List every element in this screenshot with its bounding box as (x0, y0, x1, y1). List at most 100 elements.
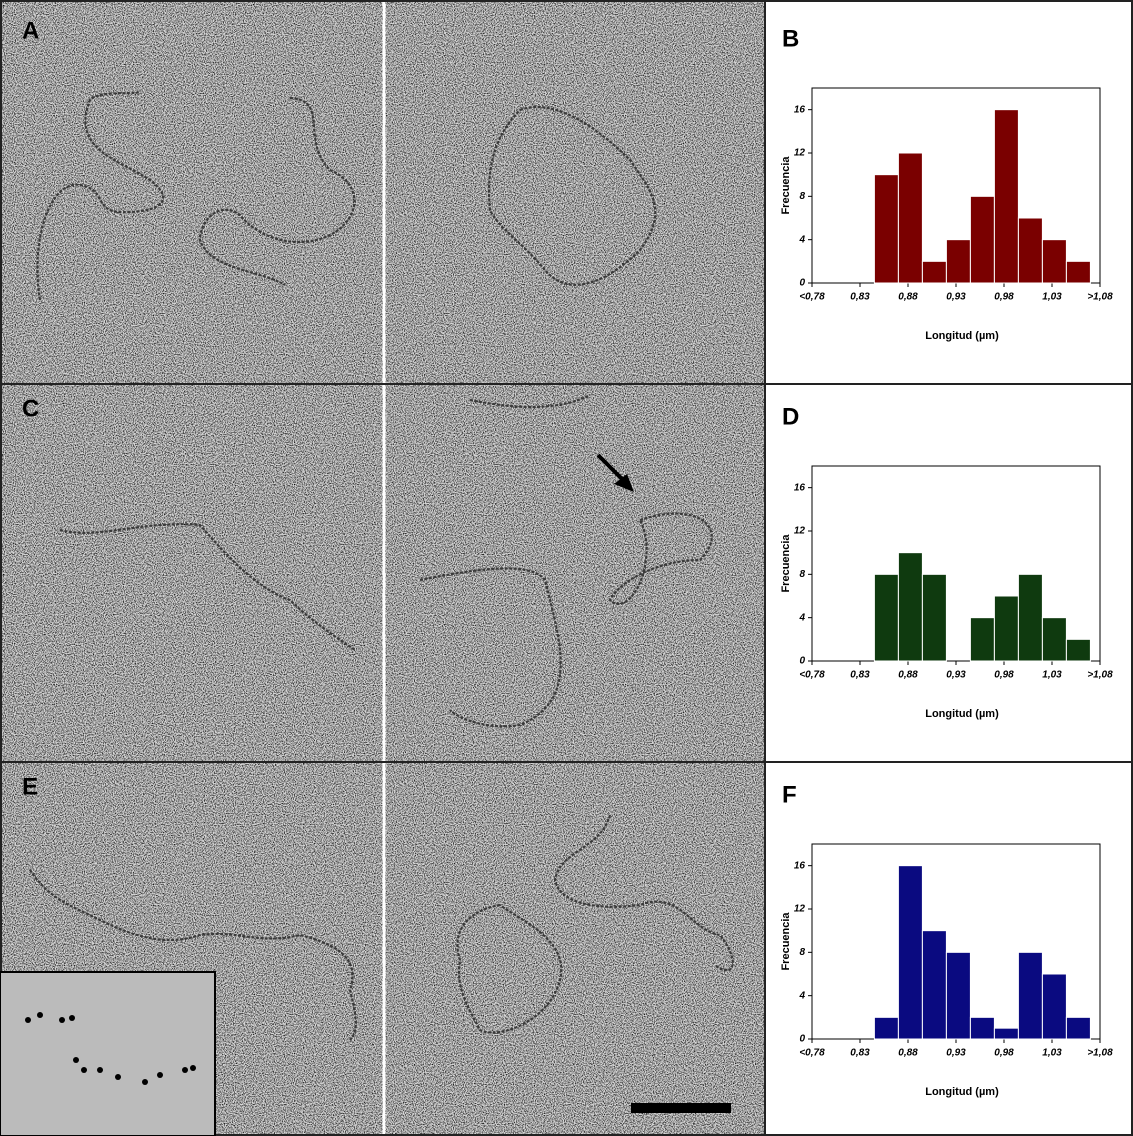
x-tick-label: 0,83 (850, 670, 870, 681)
particle (73, 1057, 79, 1063)
dna-strand (59, 523, 356, 651)
particle (25, 1017, 31, 1023)
x-tick-label: >1,08 (1087, 670, 1113, 681)
panel-label: E (22, 773, 38, 800)
bar (897, 152, 923, 284)
particle (157, 1072, 163, 1078)
x-tick-label: 0,83 (850, 292, 870, 303)
x-tick-label: >1,08 (1087, 292, 1113, 303)
x-tick-label: 0,88 (898, 1048, 918, 1059)
bar (969, 1016, 995, 1040)
particle (37, 1012, 43, 1018)
inset (0, 971, 216, 1136)
x-tick-label: 0,93 (946, 292, 966, 303)
y-tick-label: 8 (799, 947, 805, 958)
x-axis-label: Longitud (µm) (925, 708, 999, 720)
bar (873, 573, 899, 662)
bar (993, 595, 1019, 662)
bar (945, 239, 971, 284)
x-tick-label: 0,98 (994, 670, 1014, 681)
y-tick-label: 4 (798, 612, 805, 623)
bar (993, 1027, 1019, 1040)
particle (190, 1065, 196, 1071)
bar (897, 552, 923, 662)
bar (897, 865, 923, 1040)
x-tick-label: 0,88 (898, 670, 918, 681)
bar (945, 951, 971, 1040)
panel-label: B (782, 25, 799, 52)
y-axis-label: Frecuencia (780, 534, 792, 593)
x-tick-label: <0,78 (799, 670, 825, 681)
bar (1065, 638, 1091, 662)
x-tick-label: 1,03 (1042, 1048, 1062, 1059)
arrow-head (614, 474, 634, 492)
x-tick-label: 1,03 (1042, 292, 1062, 303)
bar (873, 1016, 899, 1040)
panel-label: A (22, 17, 39, 44)
dna-strand (456, 814, 734, 1034)
x-tick-label: 0,93 (946, 670, 966, 681)
x-tick-label: 0,93 (946, 1048, 966, 1059)
scale-bar (631, 1103, 731, 1113)
bar (921, 930, 947, 1040)
bar (1017, 951, 1043, 1040)
y-axis-label: Frecuencia (780, 156, 792, 215)
bar (1017, 573, 1043, 662)
gold-particles (25, 1012, 196, 1085)
particle (81, 1067, 87, 1073)
dna-strand (198, 96, 356, 286)
y-tick-label: 12 (794, 904, 806, 915)
panel-label: F (782, 781, 797, 808)
bar (1041, 617, 1067, 662)
dna-strand (488, 106, 657, 286)
x-tick-label: 0,88 (898, 292, 918, 303)
particle (115, 1074, 121, 1080)
y-tick-label: 0 (799, 278, 805, 289)
particle (59, 1017, 65, 1023)
y-tick-label: 4 (798, 234, 805, 245)
dna-strand (29, 869, 357, 1041)
panel-label: C (22, 395, 39, 422)
bar (969, 195, 995, 284)
x-tick-label: >1,08 (1087, 1048, 1113, 1059)
bar (873, 174, 899, 284)
x-tick-label: 0,98 (994, 1048, 1014, 1059)
bar (993, 109, 1019, 284)
y-tick-label: 12 (794, 526, 806, 537)
y-tick-label: 4 (798, 990, 805, 1001)
particle (69, 1015, 75, 1021)
y-axis-label: Frecuencia (780, 912, 792, 971)
bar (1065, 1016, 1091, 1040)
bar (921, 573, 947, 662)
particle (97, 1067, 103, 1073)
x-tick-label: 0,98 (994, 292, 1014, 303)
bar (1065, 260, 1091, 284)
dna-strand (36, 90, 165, 301)
x-tick-label: <0,78 (799, 1048, 825, 1059)
y-tick-label: 8 (799, 191, 805, 202)
x-tick-label: <0,78 (799, 292, 825, 303)
panel-label: D (782, 403, 799, 430)
y-tick-label: 16 (794, 860, 806, 871)
dna-strand (419, 394, 713, 728)
y-tick-label: 16 (794, 104, 806, 115)
bar (969, 617, 995, 662)
x-axis-label: Longitud (µm) (925, 1086, 999, 1098)
y-tick-label: 0 (799, 656, 805, 667)
bar (1041, 239, 1067, 284)
y-tick-label: 8 (799, 569, 805, 580)
y-tick-label: 0 (799, 1034, 805, 1045)
particle (182, 1067, 188, 1073)
bar (1017, 217, 1043, 284)
particle (142, 1079, 148, 1085)
bar (1041, 973, 1067, 1040)
x-tick-label: 0,83 (850, 1048, 870, 1059)
y-tick-label: 12 (794, 148, 806, 159)
x-axis-label: Longitud (µm) (925, 330, 999, 342)
y-tick-label: 16 (794, 482, 806, 493)
bar (921, 260, 947, 284)
x-tick-label: 1,03 (1042, 670, 1062, 681)
